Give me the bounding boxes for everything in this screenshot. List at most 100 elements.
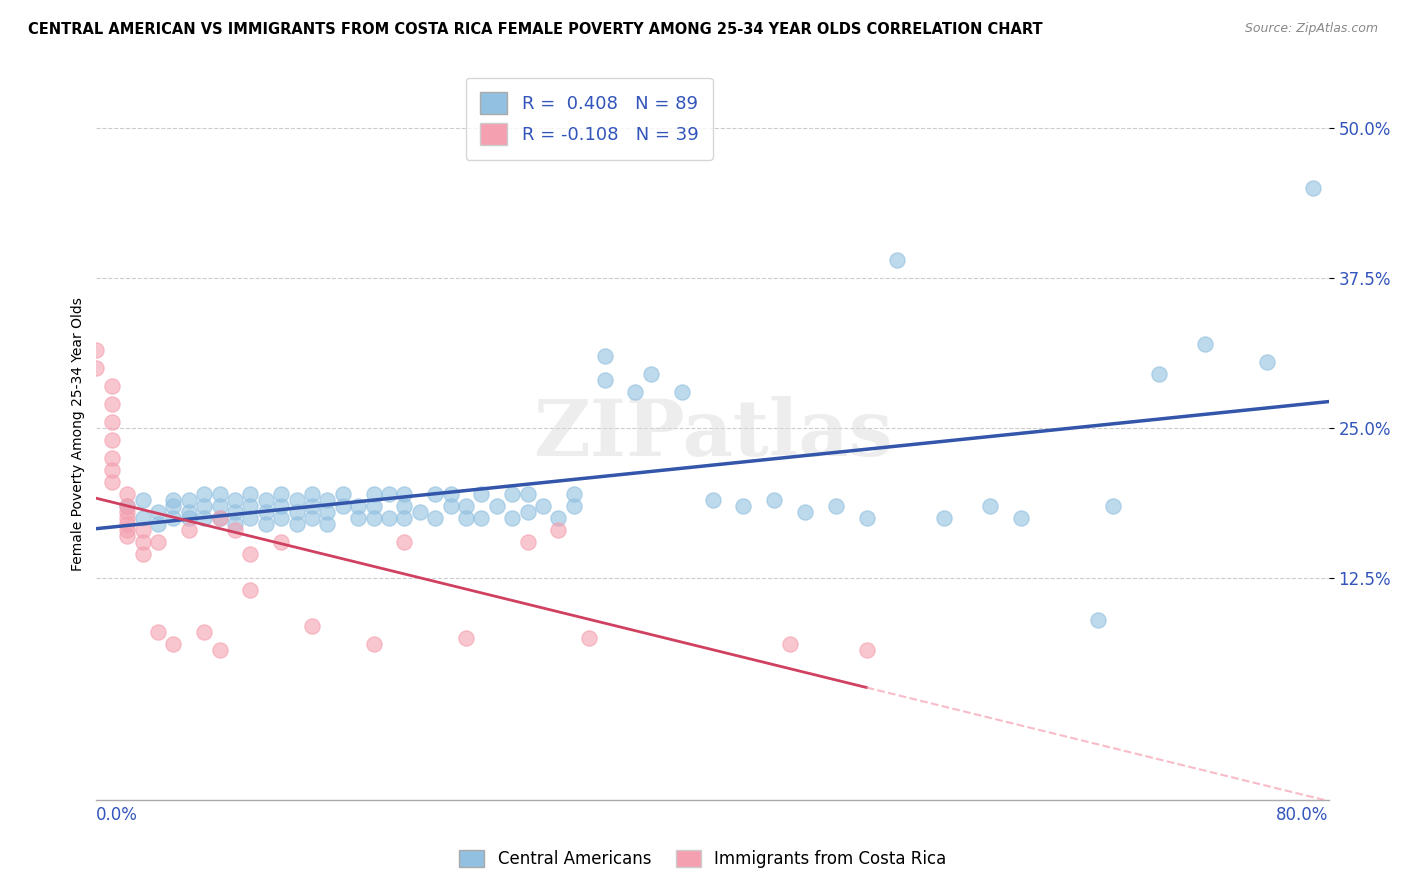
Point <box>470 487 492 501</box>
Point <box>254 493 277 508</box>
Point <box>239 487 262 501</box>
Point <box>285 493 308 508</box>
Point <box>1087 613 1109 627</box>
Point <box>516 535 538 549</box>
Point <box>208 511 231 525</box>
Point <box>855 511 877 525</box>
Point <box>100 433 122 447</box>
Point <box>378 511 401 525</box>
Point <box>378 487 401 501</box>
Point <box>115 529 138 543</box>
Point <box>100 463 122 477</box>
Point <box>779 637 801 651</box>
Legend: R =  0.408   N = 89, R = -0.108   N = 39: R = 0.408 N = 89, R = -0.108 N = 39 <box>465 78 713 160</box>
Point <box>733 499 755 513</box>
Point <box>516 505 538 519</box>
Point <box>162 511 184 525</box>
Point <box>239 547 262 561</box>
Point <box>146 517 169 532</box>
Point <box>115 499 138 513</box>
Point <box>824 499 846 513</box>
Point <box>100 475 122 490</box>
Point <box>270 487 292 501</box>
Point <box>409 505 432 519</box>
Text: CENTRAL AMERICAN VS IMMIGRANTS FROM COSTA RICA FEMALE POVERTY AMONG 25-34 YEAR O: CENTRAL AMERICAN VS IMMIGRANTS FROM COST… <box>28 22 1043 37</box>
Point <box>470 511 492 525</box>
Point <box>301 487 323 501</box>
Point <box>177 511 200 525</box>
Y-axis label: Female Poverty Among 25-34 Year Olds: Female Poverty Among 25-34 Year Olds <box>72 297 86 571</box>
Point <box>224 517 246 532</box>
Point <box>485 499 508 513</box>
Point <box>100 415 122 429</box>
Point <box>347 499 370 513</box>
Point <box>440 499 463 513</box>
Point <box>162 499 184 513</box>
Point <box>979 499 1001 513</box>
Point <box>332 487 354 501</box>
Point <box>394 487 416 501</box>
Point <box>100 397 122 411</box>
Point <box>394 511 416 525</box>
Point <box>316 505 339 519</box>
Point <box>131 493 153 508</box>
Point <box>425 511 447 525</box>
Point <box>177 523 200 537</box>
Point <box>224 493 246 508</box>
Point <box>886 253 908 268</box>
Point <box>208 643 231 657</box>
Point <box>440 487 463 501</box>
Point <box>131 523 153 537</box>
Point <box>193 625 215 640</box>
Point <box>115 511 138 525</box>
Point <box>208 511 231 525</box>
Point <box>363 637 385 651</box>
Point <box>593 373 616 387</box>
Text: Source: ZipAtlas.com: Source: ZipAtlas.com <box>1244 22 1378 36</box>
Point <box>394 499 416 513</box>
Point <box>115 505 138 519</box>
Point <box>547 523 569 537</box>
Point <box>224 505 246 519</box>
Point <box>425 487 447 501</box>
Point <box>1010 511 1032 525</box>
Point <box>578 631 600 645</box>
Point <box>454 511 477 525</box>
Point <box>115 487 138 501</box>
Point <box>454 499 477 513</box>
Point <box>501 511 523 525</box>
Point <box>208 499 231 513</box>
Point <box>100 379 122 393</box>
Point <box>301 511 323 525</box>
Point <box>316 493 339 508</box>
Point <box>270 511 292 525</box>
Point <box>1194 337 1216 351</box>
Point <box>562 499 585 513</box>
Point <box>363 511 385 525</box>
Point <box>254 517 277 532</box>
Point <box>115 499 138 513</box>
Point <box>239 499 262 513</box>
Point <box>146 505 169 519</box>
Point <box>363 487 385 501</box>
Point <box>316 517 339 532</box>
Point <box>285 505 308 519</box>
Point <box>763 493 786 508</box>
Point <box>301 499 323 513</box>
Point <box>285 517 308 532</box>
Text: ZIPatlas: ZIPatlas <box>533 396 893 472</box>
Point <box>640 368 662 382</box>
Point <box>793 505 815 519</box>
Point <box>347 511 370 525</box>
Point <box>270 535 292 549</box>
Point <box>516 487 538 501</box>
Point <box>593 349 616 363</box>
Point <box>702 493 724 508</box>
Point <box>131 511 153 525</box>
Point <box>86 361 108 376</box>
Point <box>224 523 246 537</box>
Point <box>193 487 215 501</box>
Point <box>100 451 122 466</box>
Point <box>146 535 169 549</box>
Point <box>363 499 385 513</box>
